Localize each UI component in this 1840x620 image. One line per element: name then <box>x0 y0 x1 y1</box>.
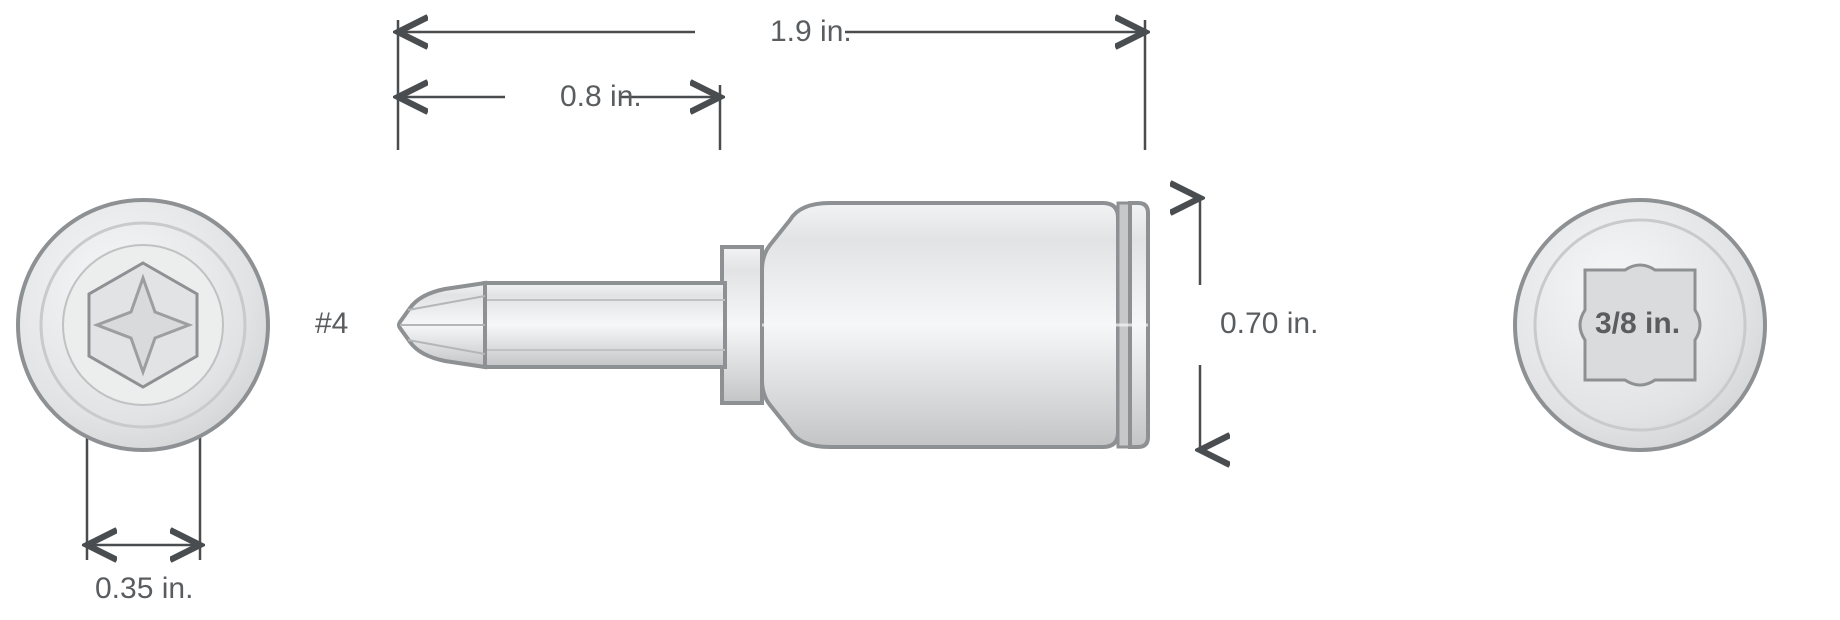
socket-diameter-label: 0.70 in. <box>1220 307 1318 341</box>
side-view <box>399 203 1148 447</box>
spec-diagram <box>0 0 1840 620</box>
bit-length-label: 0.8 in. <box>560 80 642 114</box>
drive-size-label: 3/8 in. <box>1595 307 1680 341</box>
overall-length-label: 1.9 in. <box>770 15 852 49</box>
front-view <box>18 200 268 450</box>
hex-width-label: 0.35 in. <box>95 572 193 606</box>
bit-size-label: #4 <box>315 307 348 341</box>
